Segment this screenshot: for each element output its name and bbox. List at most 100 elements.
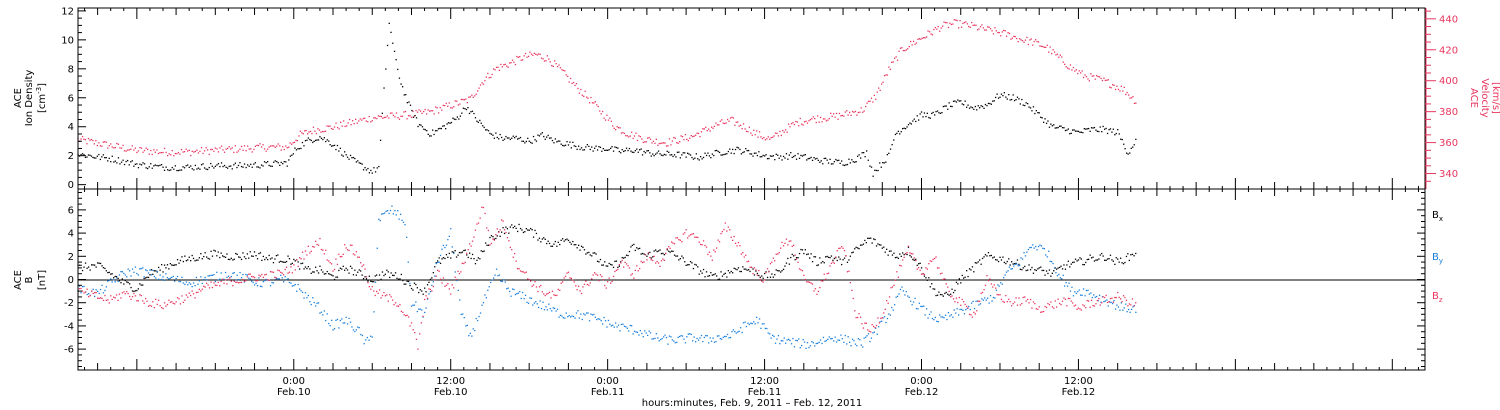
bx-point bbox=[858, 248, 860, 250]
bz-point bbox=[592, 274, 594, 276]
bz-point bbox=[387, 300, 389, 302]
by-point bbox=[454, 271, 456, 273]
by-point bbox=[290, 282, 292, 284]
density-point bbox=[247, 164, 249, 166]
bx-point bbox=[926, 279, 928, 281]
velocity-point bbox=[1122, 90, 1124, 92]
bx-point bbox=[474, 263, 477, 265]
bx-point bbox=[676, 255, 679, 257]
bz-point bbox=[434, 279, 436, 281]
density-point bbox=[1073, 129, 1075, 131]
bz-point bbox=[408, 316, 410, 318]
density-point bbox=[797, 153, 799, 155]
by-point bbox=[487, 289, 489, 291]
by-point bbox=[146, 270, 148, 272]
bz-point bbox=[176, 297, 179, 299]
density-point bbox=[771, 155, 773, 157]
velocity-point bbox=[102, 141, 104, 143]
by-point bbox=[600, 320, 602, 322]
density-point bbox=[117, 157, 120, 159]
density-point bbox=[483, 126, 485, 129]
bz-point bbox=[1053, 307, 1055, 309]
bx-point bbox=[519, 227, 522, 230]
bx-point bbox=[1089, 254, 1091, 256]
density-point bbox=[418, 124, 421, 126]
velocity-point bbox=[616, 126, 618, 128]
by-point bbox=[281, 277, 283, 279]
bz-point bbox=[175, 301, 177, 303]
bx-point bbox=[400, 273, 402, 276]
bz-point bbox=[942, 278, 944, 280]
bz-point bbox=[952, 298, 955, 300]
density-point bbox=[87, 154, 90, 156]
bx-point bbox=[192, 257, 195, 260]
velocity-point bbox=[721, 119, 723, 121]
bz-point bbox=[607, 281, 609, 283]
by-point bbox=[226, 276, 228, 278]
by-point bbox=[360, 333, 362, 336]
bx-point bbox=[268, 254, 270, 257]
density-point bbox=[904, 128, 907, 130]
by-point bbox=[207, 275, 209, 277]
density-point bbox=[774, 159, 776, 161]
by-point bbox=[1035, 245, 1037, 248]
velocity-point bbox=[710, 126, 713, 128]
bx-point bbox=[473, 258, 475, 260]
bx-point bbox=[682, 257, 684, 259]
density-point bbox=[842, 164, 844, 166]
density-point bbox=[476, 120, 478, 122]
bz-point bbox=[1095, 303, 1097, 305]
density-point bbox=[1005, 96, 1007, 98]
by-point bbox=[827, 338, 829, 340]
velocity-point bbox=[580, 88, 582, 91]
bx-point bbox=[317, 272, 320, 274]
velocity-point bbox=[99, 145, 101, 147]
by-point bbox=[952, 316, 954, 318]
density-point bbox=[142, 162, 144, 164]
field-tick-label: -6 bbox=[64, 345, 74, 356]
bx-point bbox=[457, 254, 459, 256]
by-point bbox=[1056, 275, 1059, 277]
by-point bbox=[1062, 274, 1064, 276]
by-point bbox=[118, 274, 121, 276]
velocity-point bbox=[568, 81, 570, 83]
bz-point bbox=[110, 295, 112, 297]
by-point bbox=[255, 282, 257, 284]
by-point bbox=[149, 269, 151, 271]
bz-point bbox=[778, 252, 780, 254]
density-point bbox=[501, 136, 503, 139]
by-point bbox=[501, 280, 503, 283]
density-point bbox=[373, 167, 375, 169]
velocity-point bbox=[193, 151, 195, 153]
by-point bbox=[124, 274, 126, 276]
bx-point bbox=[1076, 260, 1078, 262]
by-point bbox=[785, 342, 787, 344]
velocity-point bbox=[81, 135, 84, 138]
density-point bbox=[1043, 121, 1045, 123]
bz-point bbox=[1088, 300, 1090, 302]
velocity-point bbox=[239, 148, 241, 150]
bz-point bbox=[740, 253, 742, 255]
bz-point bbox=[521, 271, 523, 273]
bz-point bbox=[742, 252, 744, 254]
velocity-point bbox=[463, 99, 465, 101]
density-point bbox=[167, 169, 169, 171]
by-point bbox=[982, 299, 984, 301]
density-point bbox=[646, 150, 648, 152]
density-point bbox=[701, 158, 703, 160]
bx-point bbox=[331, 274, 333, 276]
velocity-point bbox=[128, 149, 130, 151]
by-point bbox=[538, 306, 540, 309]
by-point bbox=[184, 283, 186, 285]
by-point bbox=[959, 308, 961, 311]
velocity-point bbox=[1055, 54, 1057, 56]
bz-point bbox=[204, 286, 206, 288]
by-point bbox=[548, 303, 550, 305]
density-point bbox=[113, 161, 115, 163]
field-tick-label: 4 bbox=[68, 229, 74, 240]
bz-point bbox=[364, 268, 366, 270]
velocity-point bbox=[854, 110, 857, 113]
bx-point bbox=[1104, 259, 1106, 261]
velocity-point bbox=[96, 144, 98, 147]
by-point bbox=[328, 322, 330, 325]
